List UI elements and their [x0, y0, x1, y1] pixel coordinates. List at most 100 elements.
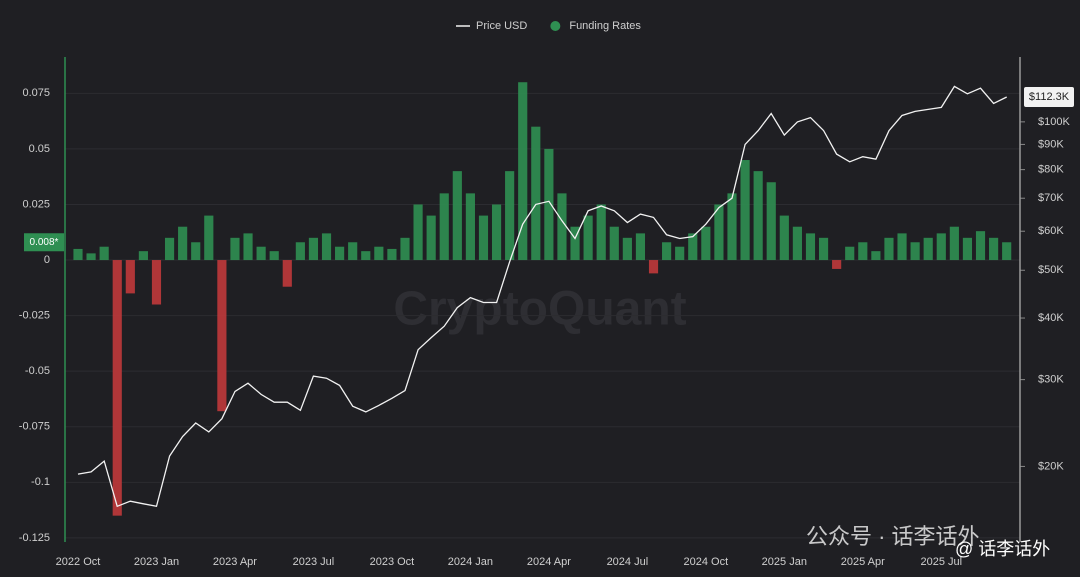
x-tick-label: 2025 Jul	[920, 556, 962, 568]
funding-bar	[936, 233, 946, 261]
funding-bar	[256, 246, 266, 261]
funding-bar	[753, 171, 763, 261]
x-tick-label: 2023 Oct	[370, 556, 415, 568]
y-tick-label: 0.025	[22, 198, 50, 210]
y2-tick-label: $30K	[1038, 374, 1064, 386]
funding-bar	[138, 251, 148, 261]
y2-tick-label: $60K	[1038, 225, 1064, 237]
x-tick-label: 2024 Jul	[607, 556, 649, 568]
funding-bar	[151, 260, 162, 305]
funding-bar	[125, 260, 135, 294]
y2-tick-label: $70K	[1038, 192, 1064, 204]
funding-bar	[112, 260, 122, 516]
funding-bar	[243, 233, 253, 261]
y2-tick-label: $20K	[1038, 460, 1064, 472]
funding-bar	[191, 242, 201, 261]
x-tick-label: 2024 Apr	[527, 556, 571, 568]
funding-bar	[818, 237, 829, 261]
x-tick-label: 2025 Apr	[841, 556, 885, 568]
x-tick-label: 2023 Jan	[134, 556, 179, 568]
funding-bar	[648, 260, 659, 274]
current-y-label: 0.008*	[30, 237, 59, 248]
x-tick-label: 2022 Oct	[56, 556, 101, 568]
funding-bar	[400, 237, 410, 261]
overlay-text: @ 话李话外	[955, 539, 1050, 559]
funding-bar	[164, 237, 175, 261]
y-tick-label: 0.075	[22, 87, 50, 99]
funding-bar	[766, 182, 776, 261]
y2-tick-label: $100K	[1038, 116, 1070, 128]
funding-bar	[204, 215, 214, 261]
overlay-text: 公众号 · 话李话外	[806, 524, 980, 549]
funding-bar	[230, 237, 240, 261]
y-tick-label: -0.075	[19, 421, 50, 433]
funding-bar	[805, 233, 816, 261]
funding-bar	[792, 226, 802, 261]
funding-bar	[269, 251, 279, 261]
price-line	[77, 85, 1007, 508]
funding-bar	[99, 246, 109, 261]
funding-bar	[374, 246, 384, 261]
legend-label: Funding Rates	[569, 20, 641, 32]
funding-bar	[910, 242, 920, 261]
funding-bar	[701, 226, 711, 261]
funding-bar	[583, 215, 593, 261]
funding-bar	[923, 237, 933, 261]
funding-bar	[531, 126, 541, 261]
funding-bar	[779, 215, 789, 261]
x-tick-label: 2024 Jan	[448, 556, 493, 568]
y-tick-label: -0.05	[25, 365, 50, 377]
funding-bar	[662, 242, 672, 261]
y-tick-label: 0	[44, 254, 50, 266]
x-tick-label: 2023 Apr	[213, 556, 257, 568]
funding-bar	[465, 193, 475, 261]
funding-bar	[478, 215, 489, 261]
funding-bar	[727, 193, 737, 261]
funding-bar	[871, 251, 881, 261]
funding-bar	[596, 204, 606, 261]
funding-bar	[426, 215, 436, 261]
y2-tick-label: $90K	[1038, 138, 1064, 150]
funding-bar	[217, 260, 227, 412]
current-y2-label: $112.3K	[1029, 91, 1070, 103]
x-tick-label: 2025 Jan	[762, 556, 807, 568]
funding-bar	[452, 171, 462, 261]
funding-bar	[413, 204, 423, 261]
funding-bar	[962, 237, 973, 261]
funding-bar	[884, 237, 894, 261]
funding-bar	[622, 237, 632, 261]
funding-bar	[505, 171, 515, 261]
current-y-box	[24, 233, 64, 252]
funding-bar	[439, 193, 449, 261]
funding-bar	[845, 246, 855, 261]
funding-bar	[688, 233, 698, 261]
y-tick-label: -0.1	[31, 476, 50, 488]
legend-swatch	[550, 21, 561, 31]
watermark: CryptoQuant	[393, 283, 686, 336]
funding-bar	[975, 231, 986, 261]
funding-bar	[897, 233, 907, 261]
y2-tick-label: $80K	[1038, 164, 1064, 176]
funding-bar	[714, 204, 724, 261]
funding-bar	[570, 226, 580, 261]
funding-bar	[544, 148, 554, 261]
funding-bar	[989, 237, 999, 261]
funding-bar	[348, 242, 358, 261]
funding-bar	[361, 251, 371, 261]
y2-tick-label: $40K	[1038, 312, 1064, 324]
funding-bar	[949, 226, 959, 261]
funding-bar	[282, 260, 292, 287]
funding-bar	[557, 193, 567, 261]
funding-bar	[308, 237, 319, 261]
funding-bar	[178, 226, 188, 261]
funding-bar	[1002, 242, 1012, 261]
current-y2-box	[1024, 87, 1074, 108]
y-tick-label: 0.05	[29, 143, 50, 155]
y2-tick-label: $50K	[1038, 264, 1064, 276]
funding-bar	[321, 233, 332, 261]
x-tick-label: 2024 Oct	[684, 556, 729, 568]
funding-bar	[295, 242, 305, 261]
y-tick-label: -0.125	[19, 532, 50, 544]
